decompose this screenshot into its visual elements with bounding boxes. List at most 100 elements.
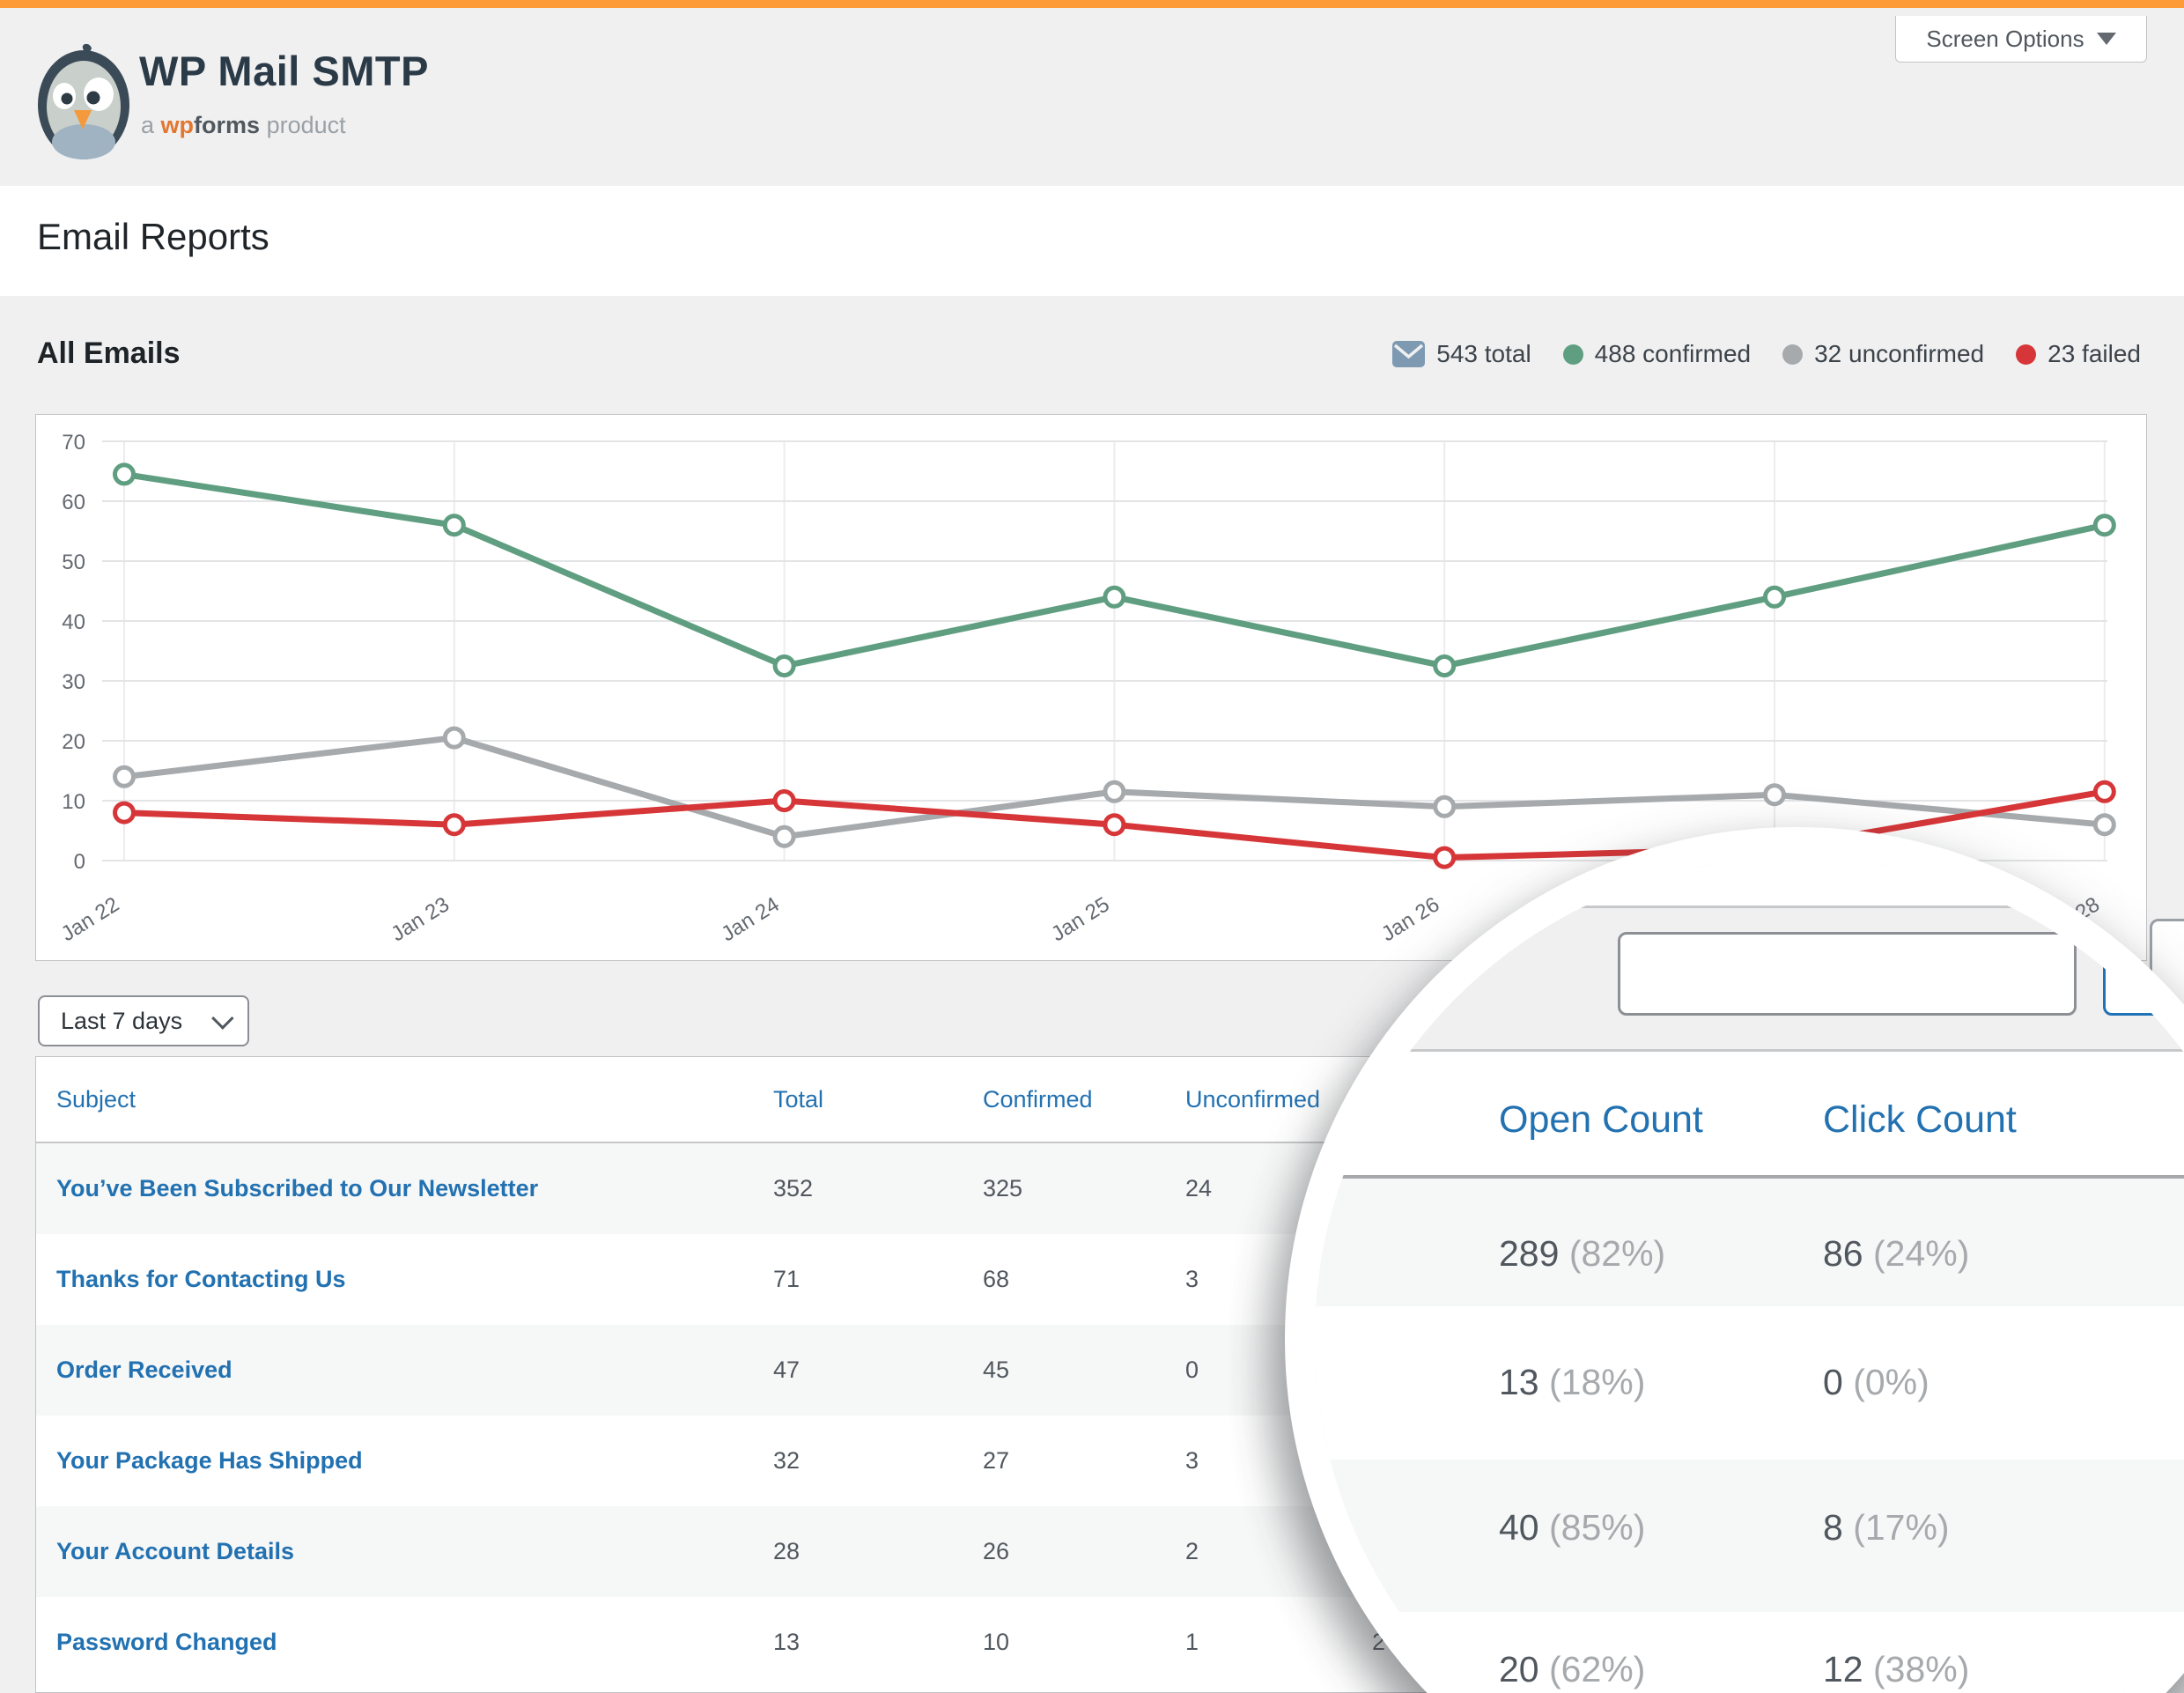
magnified-row-stripe (1315, 1460, 2184, 1612)
wpforms-brand-wp: wp (160, 112, 195, 138)
legend-failed: 23 failed (2016, 340, 2141, 368)
svg-text:60: 60 (62, 491, 85, 514)
legend-unconfirmed: 32 unconfirmed (1782, 340, 1984, 368)
app-header: WP Mail SMTP a wpforms product Screen Op… (0, 8, 2184, 186)
column-header-subject[interactable]: Subject (36, 1057, 738, 1143)
title-band: Email Reports (0, 186, 2184, 296)
confirmed-cell: 27 (983, 1447, 1010, 1474)
data-point-failed (772, 789, 796, 812)
total-cell: 32 (773, 1447, 801, 1474)
total-cell: 352 (773, 1175, 814, 1201)
unconfirmed-cell: 24 (1185, 1175, 1213, 1201)
unconfirmed-cell: 1 (1185, 1629, 1199, 1655)
data-point-failed (113, 801, 136, 824)
subject-link[interactable]: Password Changed (56, 1629, 277, 1655)
data-point-failed (1103, 813, 1126, 837)
page-title: Email Reports (37, 216, 269, 257)
confirmed-dot-icon (1562, 344, 1583, 365)
subject-link[interactable]: Your Account Details (56, 1538, 295, 1564)
confirmed-cell: 68 (983, 1266, 1010, 1292)
unconfirmed-cell: 2 (1185, 1538, 1199, 1564)
magnified-open-count: 289 (82%) (1499, 1233, 1666, 1274)
section-title: All Emails (37, 336, 181, 370)
data-point-confirmed (2092, 514, 2116, 537)
legend-confirmed: 488 confirmed (1562, 340, 1751, 368)
chart-legend: 543 total 488 confirmed 32 unconfirmed 2… (1392, 338, 2141, 370)
x-axis-label: Jan 24 (717, 892, 783, 946)
data-point-unconfirmed (113, 765, 136, 788)
data-point-failed (2092, 780, 2116, 803)
unconfirmed-dot-icon (1782, 344, 1804, 365)
data-point-unconfirmed (1103, 780, 1126, 803)
data-point-confirmed (772, 654, 796, 677)
data-point-unconfirmed (2092, 813, 2116, 837)
date-range-select[interactable]: Last 7 days (38, 995, 249, 1046)
total-cell: 71 (773, 1266, 801, 1292)
magnified-open-count: 40 (85%) (1499, 1507, 1646, 1548)
svg-text:50: 50 (62, 551, 85, 574)
data-point-unconfirmed (772, 824, 796, 848)
app-tagline: a wpforms product (141, 112, 346, 138)
subject-link[interactable]: You’ve Been Subscribed to Our Newsletter (56, 1175, 539, 1201)
column-header-total[interactable]: Total (738, 1057, 948, 1143)
wp-mail-smtp-logo-icon (38, 43, 129, 159)
magnified-click-count: 8 (17%) (1823, 1507, 1950, 1548)
confirmed-cell: 26 (983, 1538, 1010, 1564)
app-title: WP Mail SMTP (139, 48, 429, 94)
table-row: Thanks for Contacting Us 71 68 3 (36, 1234, 2146, 1325)
subject-link[interactable]: Your Package Has Shipped (56, 1447, 363, 1474)
wpforms-brand-forms: forms (194, 112, 261, 138)
chevron-down-icon (2096, 33, 2116, 45)
x-axis-label: Jan 22 (57, 892, 123, 946)
search-input[interactable] (1618, 932, 2077, 1016)
svg-text:40: 40 (62, 610, 85, 634)
magnified-click-count: 86 (24%) (1823, 1233, 1970, 1274)
unconfirmed-cell: 3 (1185, 1266, 1199, 1292)
total-cell: 28 (773, 1538, 801, 1564)
search-submit-button-partial[interactable] (2103, 932, 2184, 1016)
divider (1315, 1175, 2184, 1179)
table-row: Your Package Has Shipped 32 27 3 (36, 1416, 2146, 1506)
data-point-unconfirmed (1763, 783, 1786, 807)
column-header-open-count: Open Count (1499, 1098, 1703, 1141)
subject-link[interactable]: Thanks for Contacting Us (56, 1266, 346, 1292)
svg-text:0: 0 (74, 850, 85, 874)
data-point-confirmed (1763, 585, 1786, 609)
subject-link[interactable]: Order Received (56, 1357, 232, 1383)
data-point-confirmed (1103, 585, 1126, 609)
total-cell: 47 (773, 1357, 801, 1383)
data-point-unconfirmed (442, 726, 466, 750)
svg-text:20: 20 (62, 730, 85, 754)
unconfirmed-cell: 3 (1185, 1447, 1199, 1474)
magnified-row-stripe (1315, 1179, 2184, 1306)
column-header-unconfirmed[interactable]: Unconfirmed (1150, 1057, 1337, 1143)
magnified-row-stripe (1315, 1612, 2184, 1693)
column-header-confirmed[interactable]: Confirmed (948, 1057, 1150, 1143)
x-axis-label: Jan 23 (387, 892, 454, 946)
top-accent-bar (0, 0, 2184, 8)
magnified-click-count: 12 (38%) (1823, 1649, 1970, 1689)
data-point-failed (442, 813, 466, 837)
divider (1315, 906, 2184, 908)
data-point-confirmed (442, 514, 466, 537)
screen-options-button[interactable]: Screen Options (1895, 16, 2147, 63)
data-point-confirmed (1433, 654, 1457, 677)
svg-text:10: 10 (62, 790, 85, 814)
divider (1315, 1049, 2184, 1052)
magnified-row-stripe (1315, 1306, 2184, 1460)
confirmed-cell: 325 (983, 1175, 1023, 1201)
magnified-header-row (1315, 1052, 2184, 1175)
data-point-unconfirmed (1433, 795, 1457, 818)
total-cell: 13 (773, 1629, 801, 1655)
svg-text:70: 70 (62, 431, 85, 455)
svg-text:30: 30 (62, 670, 85, 694)
confirmed-cell: 45 (983, 1357, 1010, 1383)
magnified-open-count: 13 (18%) (1499, 1362, 1646, 1402)
chevron-down-icon (211, 1007, 234, 1030)
confirmed-cell: 10 (983, 1629, 1010, 1655)
unconfirmed-cell: 0 (1185, 1357, 1199, 1383)
envelope-icon (1392, 341, 1426, 367)
magnified-open-count: 20 (62%) (1499, 1649, 1646, 1689)
